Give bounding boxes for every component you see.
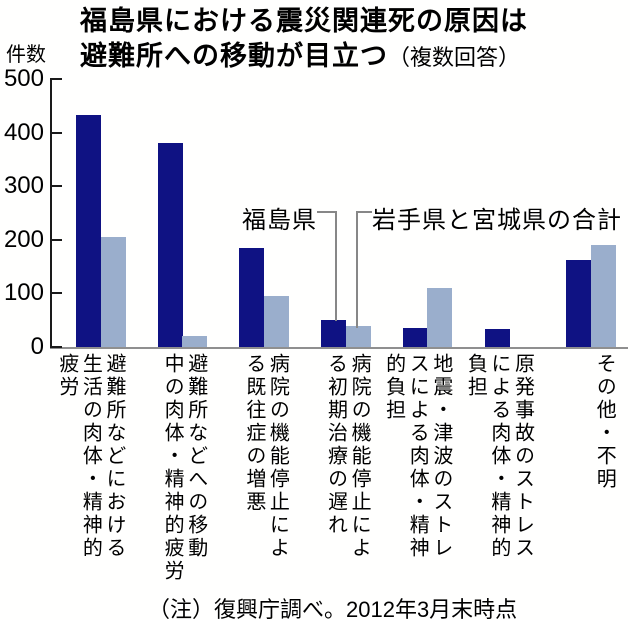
bar-iwate-miyagi <box>346 326 371 347</box>
category-label: 避難所などへの移動 中の肉体・精神的疲労 <box>161 353 207 583</box>
series-label-fukushima: 福島県 <box>242 207 317 234</box>
y-tick-label: 500 <box>3 65 44 92</box>
bar-fukushima <box>239 248 264 347</box>
x-axis-baseline <box>50 347 628 349</box>
bar-iwate-miyagi <box>427 288 452 347</box>
bar-fukushima <box>76 115 101 347</box>
source-note: （注）復興庁調べ。2012年3月末時点 <box>148 597 518 620</box>
series-label-iwate-miyagi: 岩手県と宮城県の合計 <box>372 207 622 234</box>
category-label: 地震・津波のストレ スによる肉体・精神 的負担 <box>382 353 452 560</box>
y-axis-unit-label: 件数 <box>6 44 46 66</box>
leader-line-iwate-miyagi-horizontal <box>356 211 372 213</box>
y-axis-tick <box>50 292 62 295</box>
bar-iwate-miyagi <box>101 237 126 347</box>
category-label: 病院の機能停止によ る初期治療の遅れ <box>324 353 371 560</box>
bar-fukushima <box>321 320 346 347</box>
category-label: 病院の機能停止によ る既往症の増悪 <box>242 353 289 560</box>
category-label: 原発事故のストレス による肉体・精神的 負担 <box>464 353 534 560</box>
chart-title-line1: 福島県における震災関連死の原因は <box>80 6 528 36</box>
y-tick-label: 0 <box>30 333 44 360</box>
bar-iwate-miyagi <box>264 296 289 347</box>
bar-iwate-miyagi <box>182 336 207 347</box>
bar-fukushima <box>158 143 183 347</box>
y-tick-label: 200 <box>3 225 44 253</box>
y-axis-tick <box>50 346 62 348</box>
leader-line-iwate-miyagi-vertical <box>356 211 358 328</box>
y-tick-label: 400 <box>3 118 44 146</box>
bar-iwate-miyagi <box>591 245 616 347</box>
chart-title-suffix: （複数回答） <box>388 45 521 70</box>
category-label: その他・不明 <box>593 353 616 491</box>
y-axis-tick <box>50 131 62 134</box>
leader-line-fukushima-horizontal <box>317 211 337 213</box>
category-label: 避難所などにおける 生活の肉体・精神的 疲労 <box>55 353 125 560</box>
y-tick-label: 300 <box>3 172 44 200</box>
y-axis-tick <box>50 185 62 188</box>
y-tick-label: 100 <box>3 279 44 307</box>
bar-fukushima <box>485 329 510 347</box>
leader-line-fukushima-vertical <box>335 211 337 321</box>
bar-fukushima <box>566 260 591 347</box>
chart-title: 福島県における震災関連死の原因は 避難所への移動が目立つ（複数回答） <box>80 4 528 75</box>
chart-title-line2: 避難所への移動が目立つ <box>80 41 388 71</box>
y-axis-line <box>50 79 52 348</box>
bar-fukushima <box>403 328 428 347</box>
y-axis-tick <box>50 238 62 241</box>
y-axis-tick <box>50 78 62 80</box>
